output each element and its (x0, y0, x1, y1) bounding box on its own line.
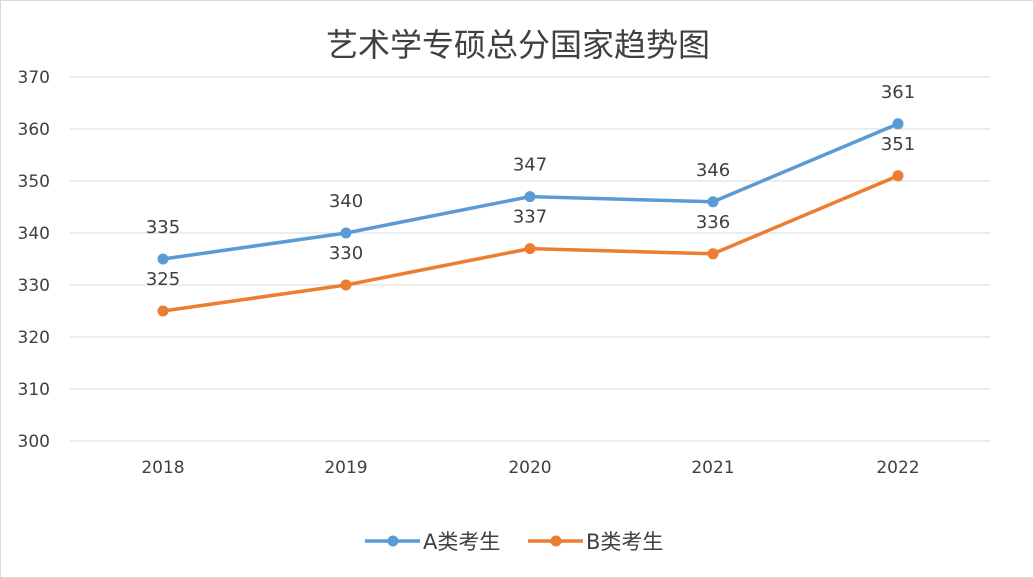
y-axis-ticks: 300 310 320 330 340 350 360 370 (18, 68, 50, 452)
data-label: 335 (146, 217, 180, 238)
y-tick-label: 320 (18, 328, 50, 348)
data-label: 351 (881, 134, 915, 155)
data-point (892, 118, 904, 130)
data-label: 340 (329, 191, 363, 212)
data-point (340, 279, 352, 291)
y-tick-label: 330 (18, 276, 50, 296)
y-tick-label: 350 (18, 172, 50, 192)
x-axis-ticks: 2018 2019 2020 2021 2022 (141, 458, 919, 478)
data-point (340, 227, 352, 239)
data-label: 361 (881, 82, 915, 103)
x-tick-label: 2021 (691, 458, 734, 478)
x-tick-label: 2022 (876, 458, 919, 478)
data-point (524, 243, 536, 255)
data-label: 337 (513, 207, 547, 228)
data-point (707, 196, 719, 208)
gridlines (70, 76, 990, 442)
y-tick-label: 310 (18, 380, 50, 400)
legend-label: A类考生 (423, 530, 500, 554)
data-label: 330 (329, 243, 363, 264)
series-group: 335 340 347 346 361 325 330 337 336 351 (146, 82, 915, 317)
legend-label: B类考生 (586, 530, 663, 554)
legend-item: A类考生 (365, 530, 500, 554)
data-label: 325 (146, 269, 180, 290)
data-label: 347 (513, 155, 547, 176)
data-point (157, 253, 169, 265)
data-label: 336 (696, 212, 730, 233)
x-tick-label: 2020 (508, 458, 551, 478)
data-label: 346 (696, 160, 730, 181)
y-tick-label: 340 (18, 224, 50, 244)
data-point (157, 305, 169, 317)
series-a: 335 340 347 346 361 (146, 82, 915, 265)
legend-marker (387, 535, 399, 547)
series-b: 325 330 337 336 351 (146, 134, 915, 317)
legend: A类考生 B类考生 (365, 530, 663, 554)
legend-item: B类考生 (528, 530, 663, 554)
y-tick-label: 360 (18, 120, 50, 140)
data-point (707, 248, 719, 260)
data-point (892, 170, 904, 182)
x-tick-label: 2019 (324, 458, 367, 478)
y-tick-label: 370 (18, 68, 50, 88)
chart-title: 艺术学专硕总分国家趋势图 (326, 26, 710, 64)
x-tick-label: 2018 (141, 458, 184, 478)
legend-marker (550, 535, 562, 547)
data-point (524, 191, 536, 203)
y-tick-label: 300 (18, 432, 50, 452)
